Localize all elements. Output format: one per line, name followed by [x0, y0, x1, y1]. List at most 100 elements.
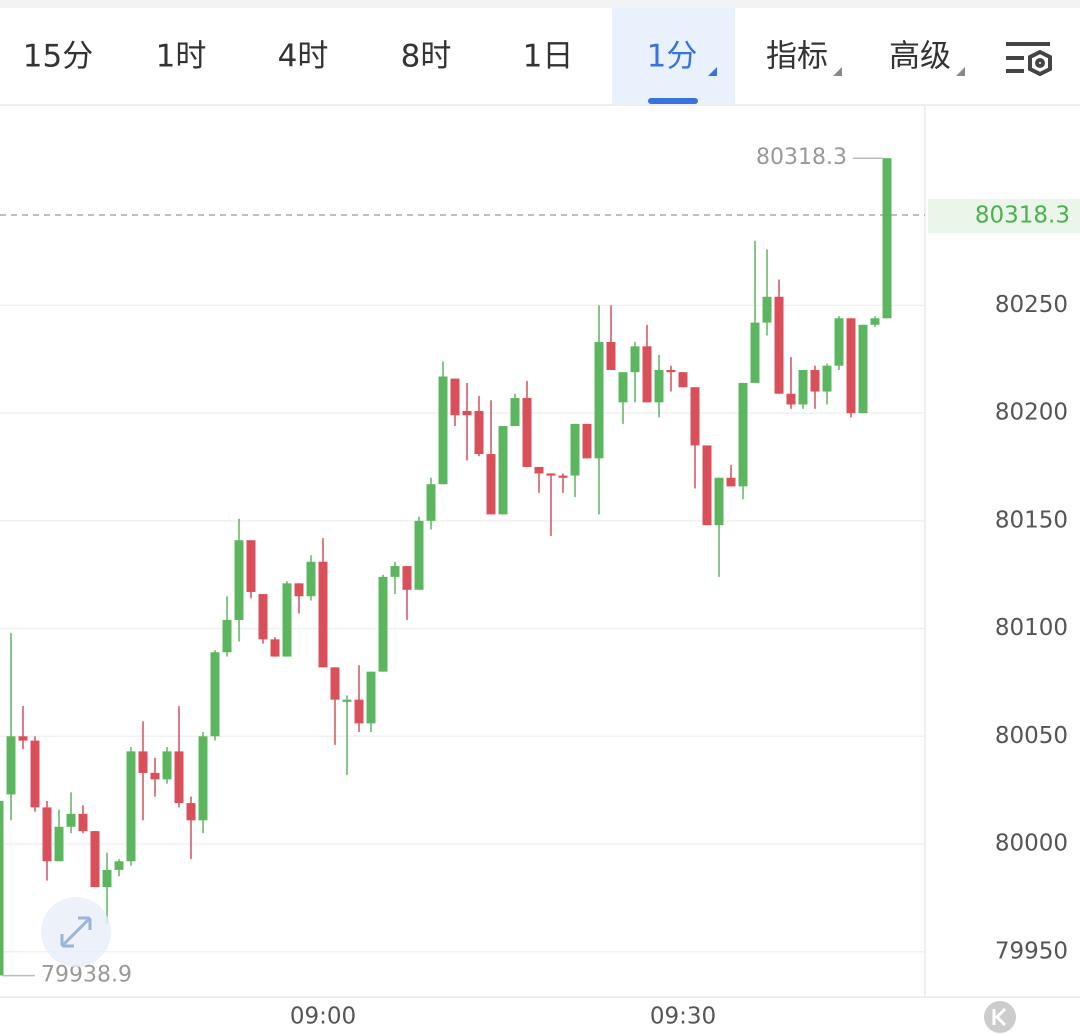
- candle-body: [846, 318, 856, 414]
- candle-body: [882, 158, 892, 319]
- candle-body: [690, 387, 700, 446]
- tab[interactable]: 1时: [156, 39, 207, 75]
- candle-body: [810, 370, 820, 392]
- candle-body: [498, 426, 508, 515]
- candle-body: [18, 736, 28, 741]
- candle-body: [354, 699, 364, 724]
- candle-body: [90, 831, 100, 888]
- candle-body: [570, 423, 580, 476]
- dropdown-triangle: [956, 67, 965, 76]
- candle-body: [174, 751, 184, 804]
- candle-body: [798, 370, 808, 405]
- min-label: 79938.9: [41, 963, 132, 988]
- candle-body: [318, 561, 328, 668]
- y-tick-label: 80050: [995, 723, 1068, 749]
- candle-body: [714, 477, 724, 526]
- candle-body: [594, 342, 604, 459]
- y-tick-label: 80250: [995, 292, 1068, 318]
- max-label: 80318.3: [756, 145, 847, 170]
- candle-body: [198, 736, 208, 821]
- tab[interactable]: 高级: [889, 39, 951, 75]
- candle-body: [54, 826, 64, 862]
- candle-body: [246, 540, 256, 592]
- grid: 79950 80000 80050 80100 80150 80200 80250: [0, 292, 1068, 964]
- candle-body: [78, 813, 88, 832]
- candle-body: [822, 365, 832, 392]
- y-tick-label: 80000: [995, 831, 1068, 857]
- candle-body: [330, 667, 340, 700]
- candle-body: [462, 410, 472, 416]
- candle-body: [342, 699, 352, 702]
- candle-body: [702, 445, 712, 526]
- candle-body: [474, 410, 484, 455]
- candle-body: [522, 398, 532, 467]
- candle-body: [126, 751, 136, 862]
- tab[interactable]: 1日: [523, 39, 574, 75]
- y-tick-label: 80200: [995, 400, 1068, 426]
- candle-body: [510, 398, 520, 427]
- last-price-label: 80318.3: [975, 203, 1070, 229]
- candle-body: [30, 740, 40, 808]
- candle-body: [234, 540, 244, 620]
- candle-body: [270, 639, 280, 657]
- dropdown-triangle: [708, 67, 717, 76]
- active-tab-indicator: [648, 98, 698, 104]
- candle-body: [774, 296, 784, 394]
- candle-body: [258, 594, 268, 640]
- candle-body: [150, 772, 160, 780]
- tab[interactable]: 1分: [647, 39, 698, 75]
- candle-body: [558, 475, 568, 478]
- candle-body: [366, 671, 376, 724]
- tab[interactable]: 4时: [278, 39, 329, 75]
- candle-body: [414, 520, 424, 590]
- candle-body: [630, 346, 640, 373]
- tab[interactable]: 15分: [23, 39, 93, 75]
- x-tick-label: 09:30: [650, 1004, 716, 1030]
- candle-body: [378, 576, 388, 672]
- tab[interactable]: 指标: [766, 39, 828, 75]
- candle-body: [162, 751, 172, 780]
- candle-body: [450, 378, 460, 416]
- candle-body: [282, 583, 292, 657]
- y-tick-label: 80150: [995, 507, 1068, 533]
- candle-body: [306, 561, 316, 597]
- active-tab-bg: [612, 8, 735, 104]
- candle-body: [726, 477, 736, 487]
- candle-body: [222, 619, 232, 653]
- expand-button[interactable]: [41, 897, 111, 967]
- dropdown-triangle: [833, 67, 842, 76]
- candle-body: [186, 803, 196, 821]
- candle-body: [534, 466, 544, 474]
- candle-body: [582, 423, 592, 459]
- candle-body: [0, 800, 4, 976]
- candle-body: [426, 484, 436, 521]
- candle-body: [762, 296, 772, 323]
- candle-body: [618, 372, 628, 403]
- candle-body: [546, 473, 556, 476]
- tab[interactable]: 8时: [401, 39, 452, 75]
- candle-body: [138, 751, 148, 773]
- candle-body: [438, 376, 448, 485]
- x-tick-label: 09:00: [290, 1004, 356, 1030]
- last-price-box: [928, 199, 1080, 233]
- tab-bar: 15分 1时 4时 8时 1日 1分 指标 高级: [23, 39, 965, 76]
- candle-body: [102, 869, 112, 888]
- candle-body: [42, 807, 52, 862]
- candle-body: [210, 652, 220, 737]
- candle-body: [666, 370, 676, 373]
- candle-body: [858, 324, 868, 414]
- candle-body: [678, 372, 688, 388]
- candle-body: [606, 342, 616, 371]
- candle-body: [6, 736, 16, 795]
- candle-body: [750, 322, 760, 383]
- y-tick-label: 79950: [995, 938, 1068, 964]
- scroll-to-latest-button[interactable]: [984, 1001, 1016, 1033]
- candle-body: [834, 318, 844, 366]
- y-tick-label: 80100: [995, 615, 1068, 641]
- candle-body: [114, 861, 124, 870]
- candle-body: [642, 346, 652, 403]
- candle-body: [738, 382, 748, 487]
- settings-icon[interactable]: [1006, 42, 1052, 77]
- x-axis: 09:00 09:30: [290, 1004, 716, 1030]
- candle-body: [390, 566, 400, 577]
